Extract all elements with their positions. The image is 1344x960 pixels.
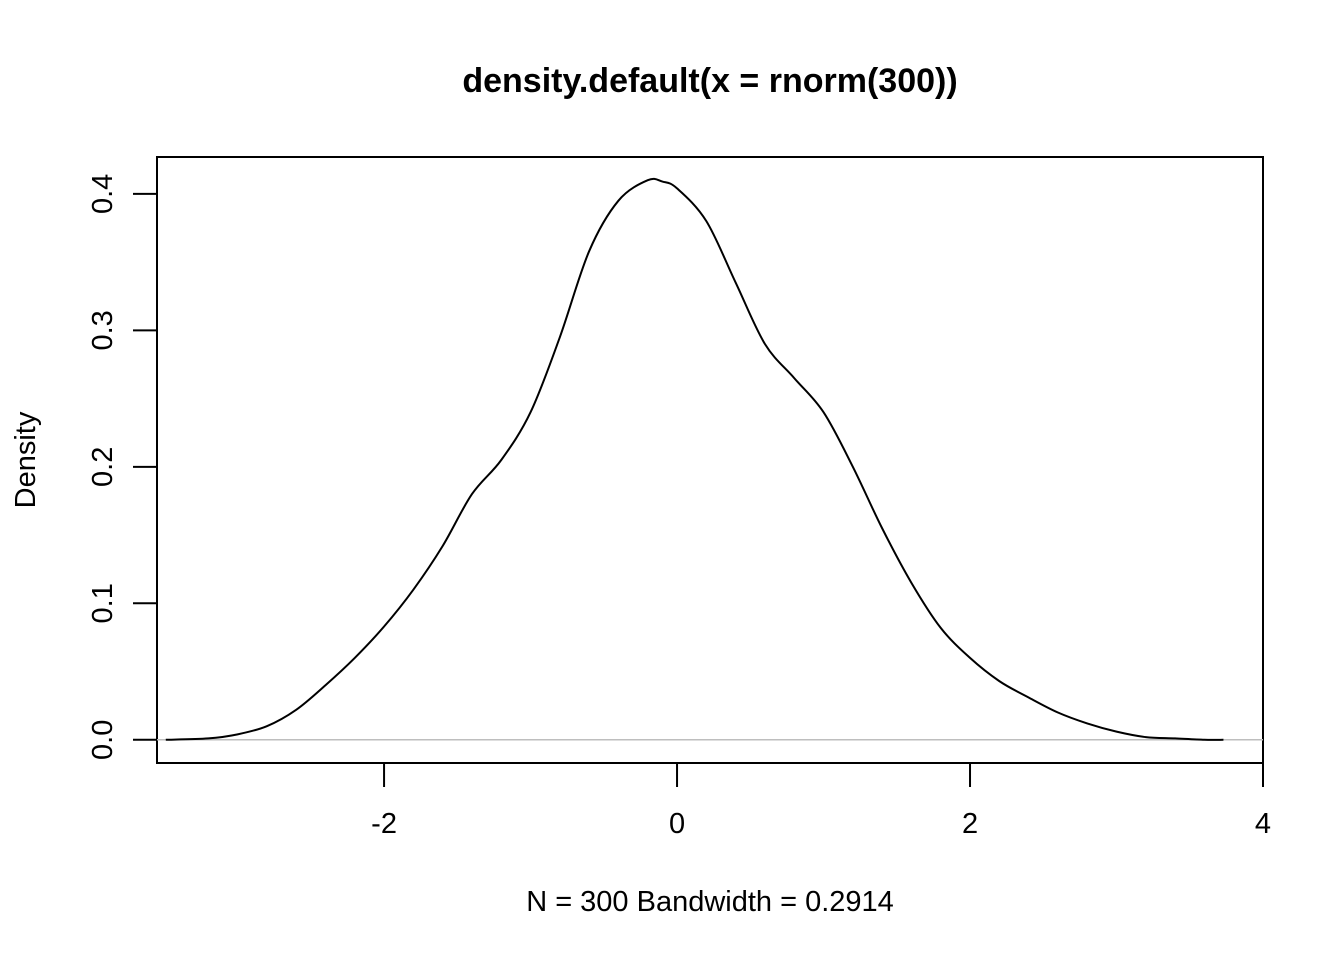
plot-frame: [156, 156, 1264, 764]
plot-area: [157, 177, 1263, 741]
y-axis-label: Density: [10, 411, 42, 508]
x-tick-label: 2: [962, 808, 978, 840]
x-tick-label: -2: [371, 808, 397, 840]
y-tick-label: 0.2: [87, 447, 119, 487]
y-tick-label: 0.3: [87, 310, 119, 350]
axes: -2 0 2 4 0.0 0.1 0.2 0.3 0.4: [87, 174, 1271, 840]
x-axis-label: N = 300 Bandwidth = 0.2914: [526, 886, 894, 918]
density-curve: [165, 177, 1224, 741]
x-tick-label: 0: [669, 808, 685, 840]
y-tick-label: 0.1: [87, 583, 119, 623]
y-tick-label: 0.0: [87, 720, 119, 760]
x-tick-label: 4: [1255, 808, 1271, 840]
chart-title: density.default(x = rnorm(300)): [462, 62, 957, 100]
y-tick-label: 0.4: [87, 174, 119, 214]
